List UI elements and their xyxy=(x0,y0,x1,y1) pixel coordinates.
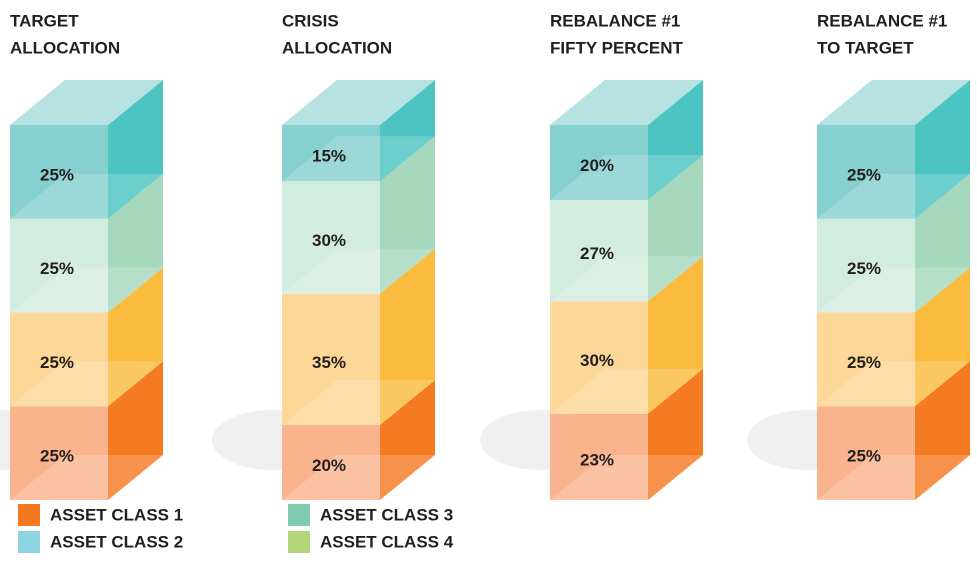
value-label: 25% xyxy=(847,259,881,278)
column-title: TO TARGET xyxy=(817,38,914,57)
value-label: 20% xyxy=(312,456,346,475)
segment-front xyxy=(817,406,915,500)
legend-label: ASSET CLASS 1 xyxy=(50,505,183,524)
value-label: 30% xyxy=(312,231,346,250)
inner-floor xyxy=(817,173,970,219)
segment-side xyxy=(380,380,435,500)
column-top xyxy=(282,80,435,125)
segment-side xyxy=(108,267,163,407)
segment-side xyxy=(915,267,970,407)
legend-label: ASSET CLASS 2 xyxy=(50,532,183,551)
segment-side xyxy=(380,80,435,182)
value-label: 15% xyxy=(312,147,346,166)
segment-front xyxy=(282,293,380,425)
inner-floor xyxy=(10,267,163,313)
column-title: ALLOCATION xyxy=(282,38,392,57)
inner-floor xyxy=(282,136,435,182)
segment-front xyxy=(817,125,915,219)
column-title: ALLOCATION xyxy=(10,38,120,57)
inner-floor xyxy=(282,455,435,500)
segment-side xyxy=(380,248,435,425)
segment-front xyxy=(10,406,108,500)
inner-floor xyxy=(817,455,970,500)
value-label: 20% xyxy=(580,156,614,175)
segment-front xyxy=(817,218,915,313)
segment-side xyxy=(915,173,970,313)
value-label: 25% xyxy=(40,447,74,466)
segment-front xyxy=(282,125,380,182)
column-top-sheen xyxy=(817,80,970,125)
column-title: FIFTY PERCENT xyxy=(550,38,683,57)
column-title: REBALANCE #1 xyxy=(817,11,947,30)
inner-floor xyxy=(817,267,970,313)
segment-side xyxy=(108,80,163,219)
legend-label: ASSET CLASS 3 xyxy=(320,505,453,524)
inner-floor xyxy=(282,248,435,294)
segment-front xyxy=(10,125,108,219)
legend-label: ASSET CLASS 4 xyxy=(320,532,454,551)
column-title: TARGET xyxy=(10,11,79,30)
segment-front xyxy=(550,125,648,200)
inner-floor xyxy=(550,368,703,414)
segment-side xyxy=(648,256,703,414)
segment-front xyxy=(550,413,648,500)
value-label: 25% xyxy=(847,165,881,184)
segment-side xyxy=(380,136,435,294)
inner-floor xyxy=(550,256,703,302)
segment-front xyxy=(817,312,915,407)
inner-floor xyxy=(550,155,703,200)
segment-front xyxy=(282,181,380,294)
inner-floor xyxy=(10,361,163,407)
inner-floor xyxy=(550,455,703,500)
legend-swatch xyxy=(288,531,310,553)
legend-swatch xyxy=(288,504,310,526)
column-top xyxy=(10,80,163,125)
value-label: 23% xyxy=(580,450,614,469)
value-label: 25% xyxy=(847,447,881,466)
column-top-sheen xyxy=(10,80,163,125)
legend-swatch xyxy=(18,531,40,553)
legend-swatch xyxy=(18,504,40,526)
value-label: 25% xyxy=(40,259,74,278)
segment-front xyxy=(282,425,380,500)
value-label: 27% xyxy=(580,244,614,263)
value-label: 25% xyxy=(40,353,74,372)
segment-front xyxy=(550,200,648,302)
segment-front xyxy=(550,301,648,414)
segment-side xyxy=(648,80,703,200)
inner-floor xyxy=(10,173,163,219)
inner-floor xyxy=(282,380,435,425)
inner-floor xyxy=(817,361,970,407)
column-title: REBALANCE #1 xyxy=(550,11,680,30)
column-top xyxy=(550,80,703,125)
segment-side xyxy=(108,173,163,313)
segment-side xyxy=(648,368,703,500)
value-label: 30% xyxy=(580,351,614,370)
column-top-sheen xyxy=(282,80,435,125)
segment-side xyxy=(915,80,970,219)
segment-side xyxy=(648,155,703,302)
value-label: 25% xyxy=(847,353,881,372)
column-top xyxy=(817,80,970,125)
value-label: 25% xyxy=(40,165,74,184)
segment-side xyxy=(915,361,970,500)
column-title: CRISIS xyxy=(282,11,339,30)
segment-front xyxy=(10,312,108,407)
inner-floor xyxy=(10,455,163,500)
value-label: 35% xyxy=(312,353,346,372)
segment-side xyxy=(108,361,163,500)
segment-front xyxy=(10,218,108,313)
column-top-sheen xyxy=(550,80,703,125)
